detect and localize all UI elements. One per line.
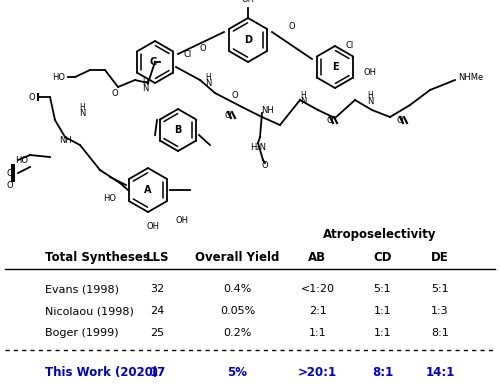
Text: 24: 24 — [150, 307, 164, 316]
Text: H: H — [142, 78, 148, 87]
Text: <1:20: <1:20 — [300, 284, 334, 294]
Text: LLS: LLS — [146, 251, 169, 264]
Text: O: O — [6, 168, 14, 178]
Text: Cl: Cl — [183, 50, 191, 59]
Text: 32: 32 — [150, 284, 164, 294]
Text: Total Syntheses: Total Syntheses — [45, 251, 150, 264]
Text: 5:1: 5:1 — [431, 284, 449, 294]
Text: 1:3: 1:3 — [431, 307, 449, 316]
Text: 1:1: 1:1 — [308, 328, 326, 338]
Text: NH: NH — [262, 106, 274, 114]
Text: O: O — [326, 116, 334, 125]
Text: 8:1: 8:1 — [431, 328, 449, 338]
Text: D: D — [244, 35, 252, 45]
Text: E: E — [332, 62, 338, 72]
Text: H: H — [205, 73, 211, 81]
Text: HO: HO — [16, 156, 28, 165]
Text: 0.05%: 0.05% — [220, 307, 255, 316]
Text: B: B — [174, 125, 182, 135]
Text: This Work (2020): This Work (2020) — [45, 366, 158, 379]
Text: 5:1: 5:1 — [374, 284, 392, 294]
Text: 5%: 5% — [228, 366, 248, 379]
Text: N: N — [142, 83, 148, 92]
Text: HO: HO — [52, 73, 65, 81]
Text: N: N — [367, 97, 373, 106]
Text: 8:1: 8:1 — [372, 366, 393, 379]
Text: N: N — [205, 78, 211, 88]
Text: O: O — [112, 88, 118, 97]
Text: Cl: Cl — [345, 40, 353, 50]
Text: Evans (1998): Evans (1998) — [45, 284, 119, 294]
Text: O: O — [288, 21, 296, 31]
Text: HO: HO — [103, 194, 116, 203]
Text: H: H — [367, 90, 373, 99]
Text: O: O — [28, 92, 35, 102]
Text: OH: OH — [176, 216, 189, 225]
Text: OH: OH — [242, 0, 254, 4]
Text: O: O — [262, 161, 268, 170]
Text: 2:1: 2:1 — [308, 307, 326, 316]
Text: C: C — [150, 57, 156, 67]
Text: 14:1: 14:1 — [426, 366, 454, 379]
Text: 25: 25 — [150, 328, 164, 338]
Text: 1:1: 1:1 — [374, 328, 392, 338]
Text: N: N — [300, 97, 306, 106]
Text: 17: 17 — [150, 366, 166, 379]
Text: NHMe: NHMe — [458, 73, 483, 81]
Text: Boger (1999): Boger (1999) — [45, 328, 118, 338]
Text: O: O — [200, 43, 206, 52]
Text: Atroposelectivity: Atroposelectivity — [323, 227, 437, 241]
Text: >20:1: >20:1 — [298, 366, 337, 379]
Text: N: N — [79, 109, 85, 118]
Text: NH: NH — [58, 135, 71, 144]
Text: OH: OH — [146, 222, 160, 231]
Text: A: A — [144, 185, 152, 195]
Text: O: O — [396, 116, 404, 125]
Text: H₂N: H₂N — [250, 142, 266, 152]
Text: DE: DE — [431, 251, 449, 264]
Text: Overall Yield: Overall Yield — [196, 251, 280, 264]
Text: CD: CD — [373, 251, 392, 264]
Text: H: H — [79, 102, 85, 111]
Text: OH: OH — [363, 68, 376, 76]
Text: 0.4%: 0.4% — [224, 284, 252, 294]
Text: Nicolaou (1998): Nicolaou (1998) — [45, 307, 134, 316]
Text: 1:1: 1:1 — [374, 307, 392, 316]
Text: AB: AB — [308, 251, 326, 264]
Text: O: O — [232, 90, 238, 99]
Text: H: H — [300, 90, 306, 99]
Text: O: O — [6, 180, 14, 189]
Text: 0.2%: 0.2% — [224, 328, 252, 338]
Text: O: O — [224, 111, 232, 120]
